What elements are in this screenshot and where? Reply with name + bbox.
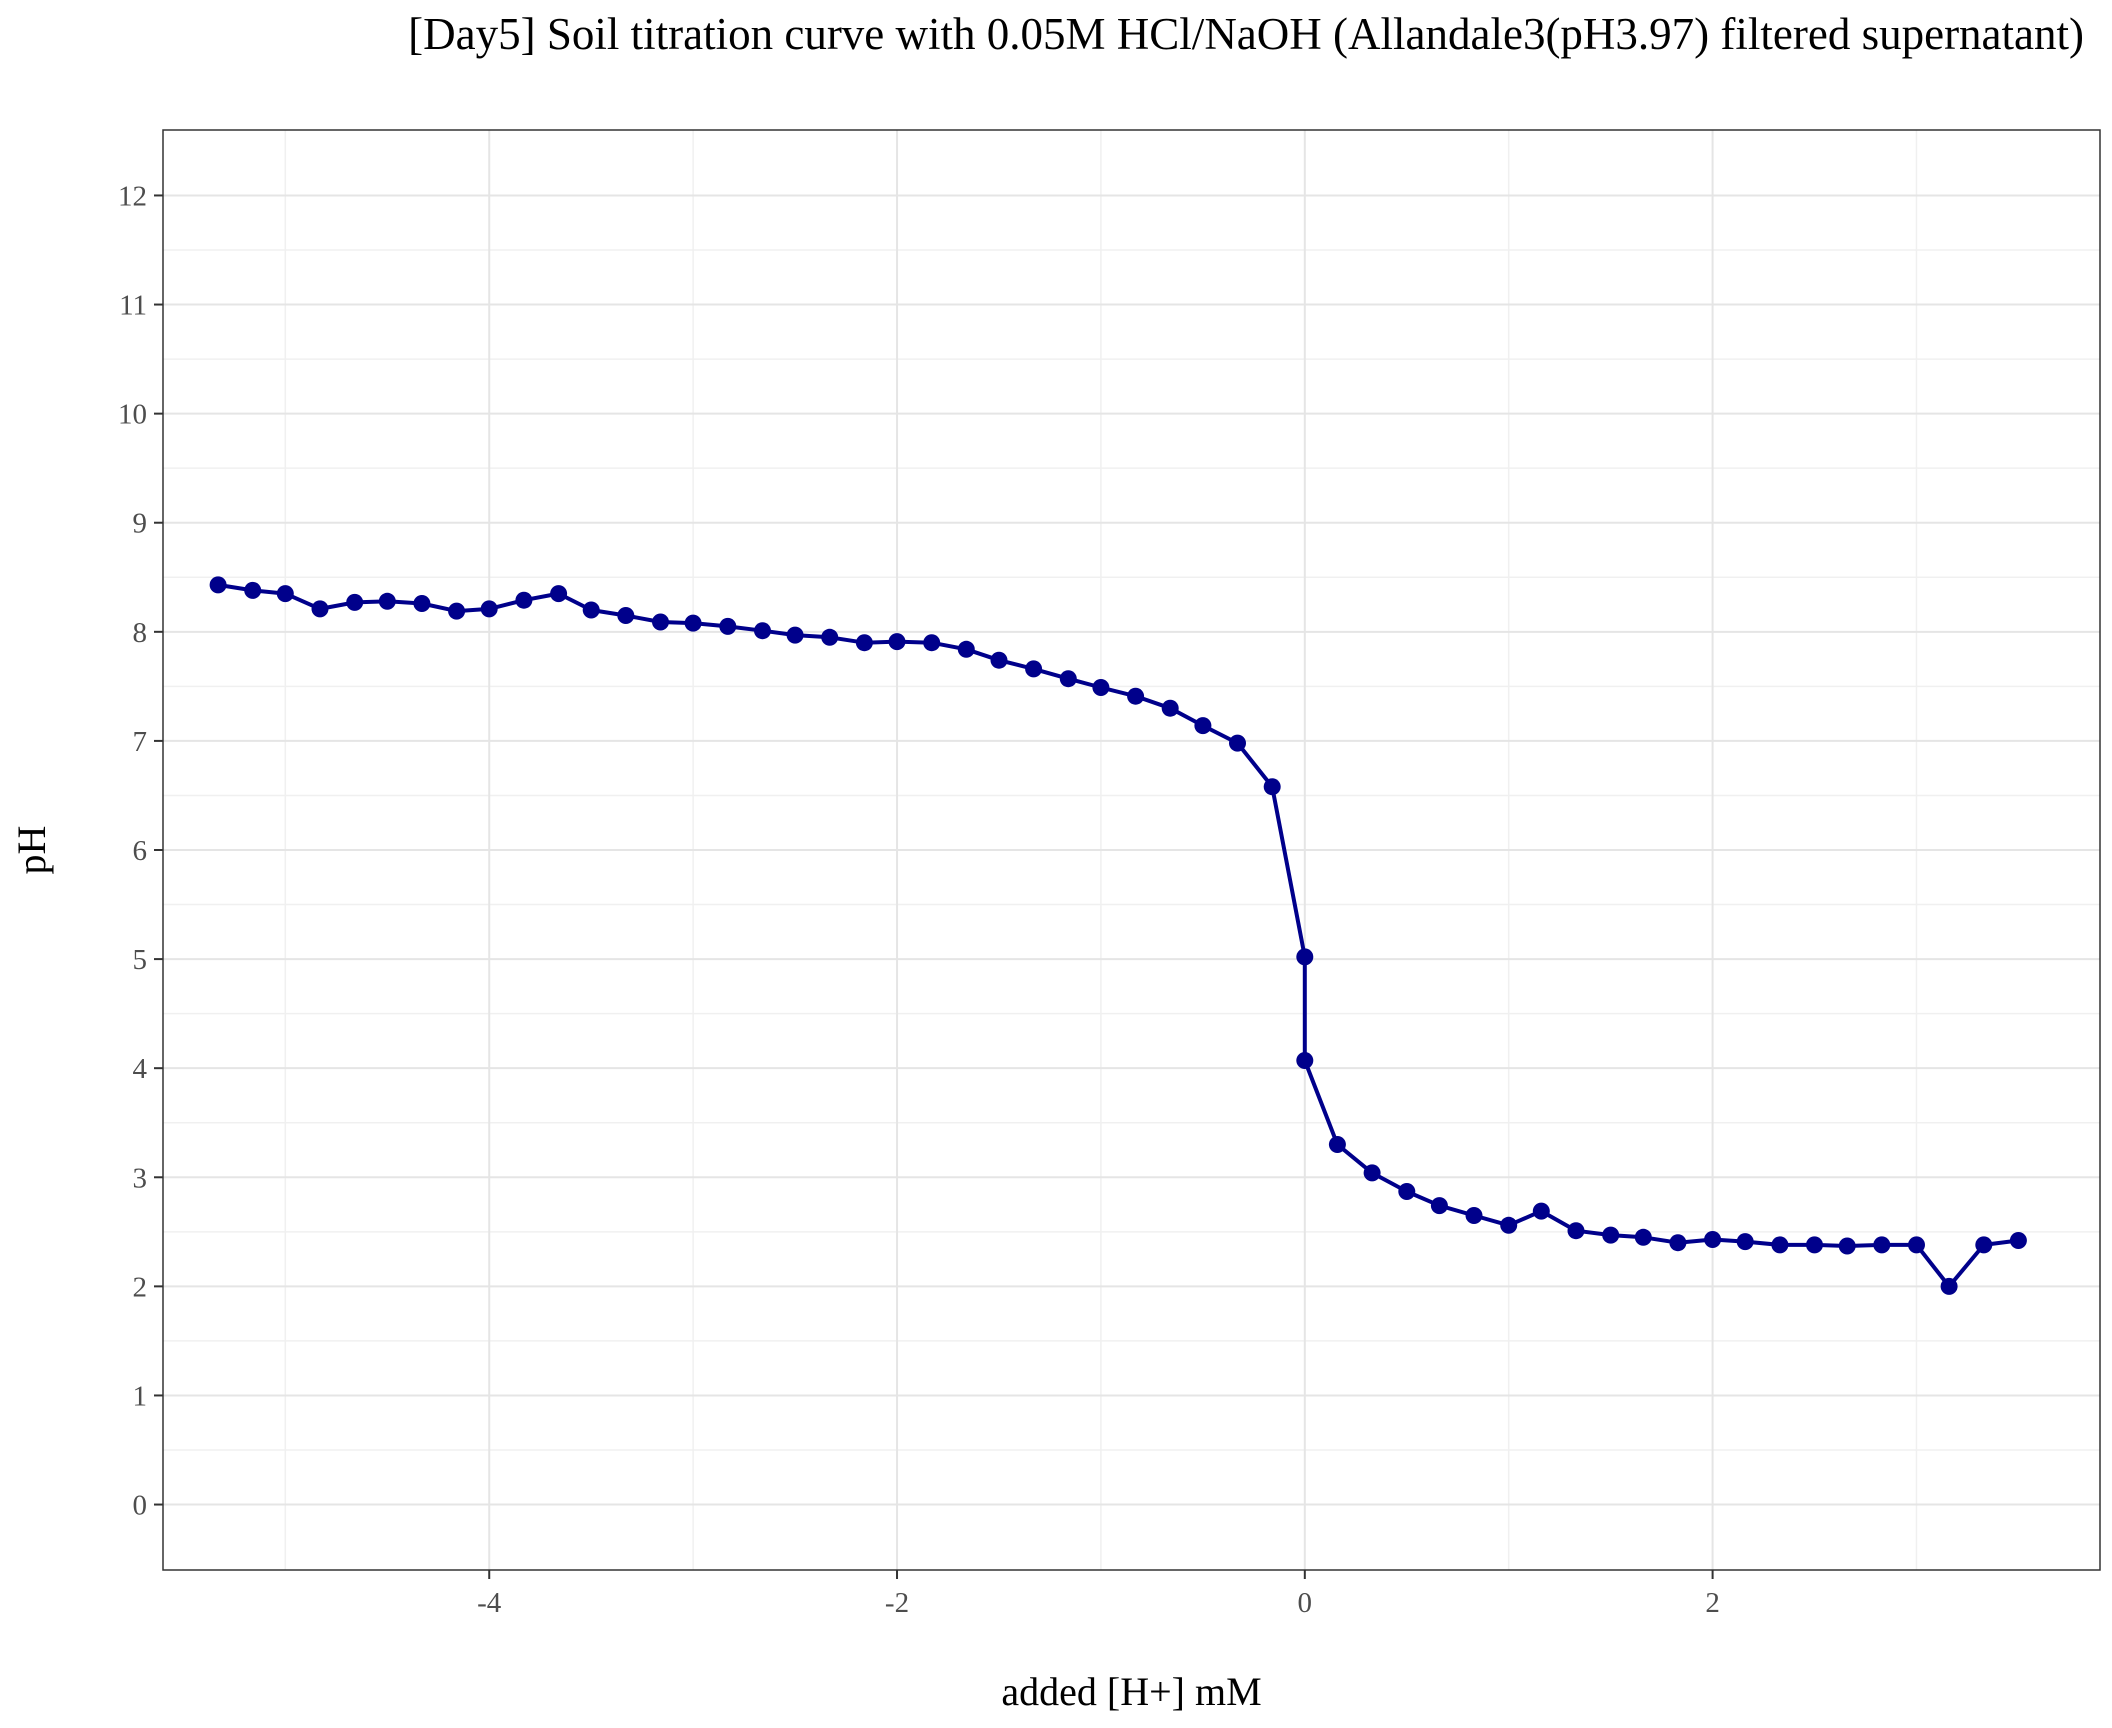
data-point [923,634,941,652]
data-point [550,585,568,603]
grid-major [163,130,2100,1570]
data-point [1838,1237,1856,1255]
y-tick-label: 2 [133,1271,148,1303]
data-point [582,601,600,619]
data-point [1940,1277,1958,1295]
data-point [346,593,364,611]
grid-minor [163,130,2100,1570]
data-point [1634,1228,1652,1246]
data-point [1127,687,1145,705]
data-point [1567,1222,1585,1240]
data-point [888,633,906,651]
x-axis-title: added [H+] mM [1001,1669,1261,1714]
data-point [1363,1164,1381,1182]
y-tick-label: 0 [133,1490,148,1522]
data-point [413,595,431,612]
data-point [652,613,669,631]
y-tick-label: 8 [133,617,148,649]
y-tick-label: 7 [133,726,148,758]
data-point [378,592,396,610]
data-point [1328,1136,1346,1153]
y-tick-label: 12 [118,180,147,212]
data-point [754,622,771,640]
data-point [448,602,466,620]
x-tick-label: 2 [1705,1587,1720,1619]
data-point [1296,948,1314,966]
y-tick-label: 11 [119,290,147,322]
series-layer [209,576,2027,1295]
data-point [1669,1234,1687,1252]
data-point [1873,1236,1891,1254]
data-point [244,581,262,599]
data-point [855,634,873,652]
data-point [1532,1202,1550,1220]
data-point [276,585,294,603]
data-point [1229,734,1246,752]
x-tick-label: -4 [477,1587,502,1619]
data-point [821,628,839,646]
data-point [1602,1226,1620,1244]
series-line [217,582,2019,1289]
y-axis-title: pH [9,826,54,875]
data-point [1736,1233,1754,1251]
data-point [1465,1207,1483,1224]
data-point [1430,1197,1448,1215]
data-point [1025,660,1043,678]
data-point [990,651,1008,669]
x-tick-label: -2 [885,1587,909,1619]
data-point [786,626,804,644]
data-point [1059,670,1077,688]
data-point [1296,1052,1314,1069]
data-point [1263,778,1281,796]
data-point [957,640,975,658]
data-point [1806,1236,1823,1254]
data-point [1500,1216,1518,1234]
data-point [1092,679,1110,696]
data-point [2009,1232,2027,1249]
data-point [719,617,737,635]
data-point [1194,717,1212,735]
chart-title: [Day5] Soil titration curve with 0.05M H… [408,9,2084,59]
data-point [617,607,635,624]
y-tick-label: 9 [133,508,148,540]
data-point [311,600,329,618]
data-point [1398,1183,1416,1200]
y-tick-label: 1 [133,1380,148,1412]
data-point [480,600,498,618]
data-point [1975,1236,1993,1254]
data-point [209,576,227,594]
y-tick-label: 3 [133,1162,148,1194]
y-tick-label: 5 [133,944,148,976]
data-point [1908,1236,1925,1254]
x-tick-label: 0 [1298,1587,1313,1619]
data-point [1161,699,1179,717]
y-tick-label: 10 [118,399,147,431]
data-point [1704,1231,1722,1248]
y-tick-label: 4 [133,1053,148,1085]
data-point [515,591,533,609]
data-point [684,614,702,632]
data-point [1771,1236,1789,1254]
y-tick-label: 6 [133,835,148,867]
